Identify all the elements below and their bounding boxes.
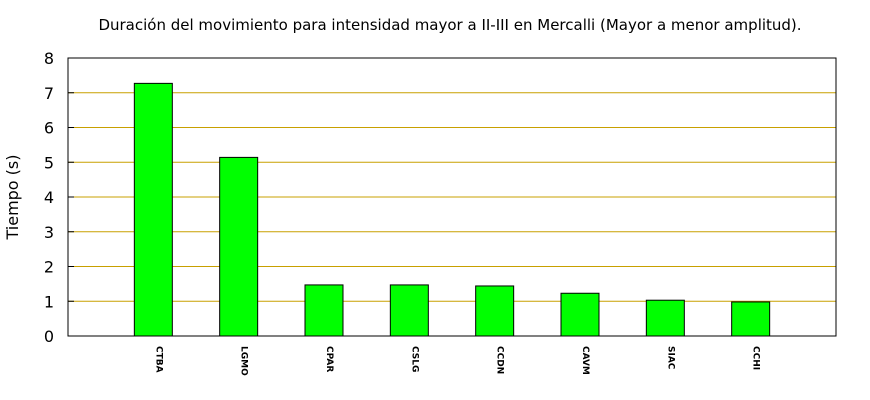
y-tick-label: 7	[44, 84, 54, 103]
x-tick-label: LGMO	[239, 346, 249, 376]
x-tick-label: CTBA	[153, 346, 163, 373]
y-tick-label: 0	[44, 327, 54, 346]
x-tick-label: SIAC	[665, 346, 675, 370]
bar-lgmo	[219, 156, 259, 337]
x-tick-label: CSLG	[409, 346, 419, 372]
bar-cslg	[389, 284, 429, 337]
chart-title: Duración del movimiento para intensidad …	[98, 16, 802, 34]
bar-ccdn	[475, 285, 515, 337]
y-tick-label: 8	[44, 49, 54, 68]
x-tick-label: CCDN	[495, 346, 505, 374]
x-tick-label: CAVM	[580, 346, 590, 375]
bar-cchi	[731, 301, 771, 337]
y-tick-label: 2	[44, 258, 54, 277]
bar-cavm	[560, 292, 600, 337]
x-tick-label: CCHI	[751, 346, 761, 370]
y-tick-label: 3	[44, 223, 54, 242]
y-tick-label: 5	[44, 153, 54, 172]
y-tick-label: 4	[44, 188, 54, 207]
bar-ctba	[133, 82, 173, 337]
bar-siac	[645, 299, 685, 337]
y-tick-label: 1	[44, 292, 54, 311]
bar-cpar	[304, 284, 344, 337]
x-tick-label: CPAR	[324, 346, 334, 372]
y-tick-label: 6	[44, 119, 54, 138]
y-axis-label: Tiempo (s)	[3, 154, 22, 240]
